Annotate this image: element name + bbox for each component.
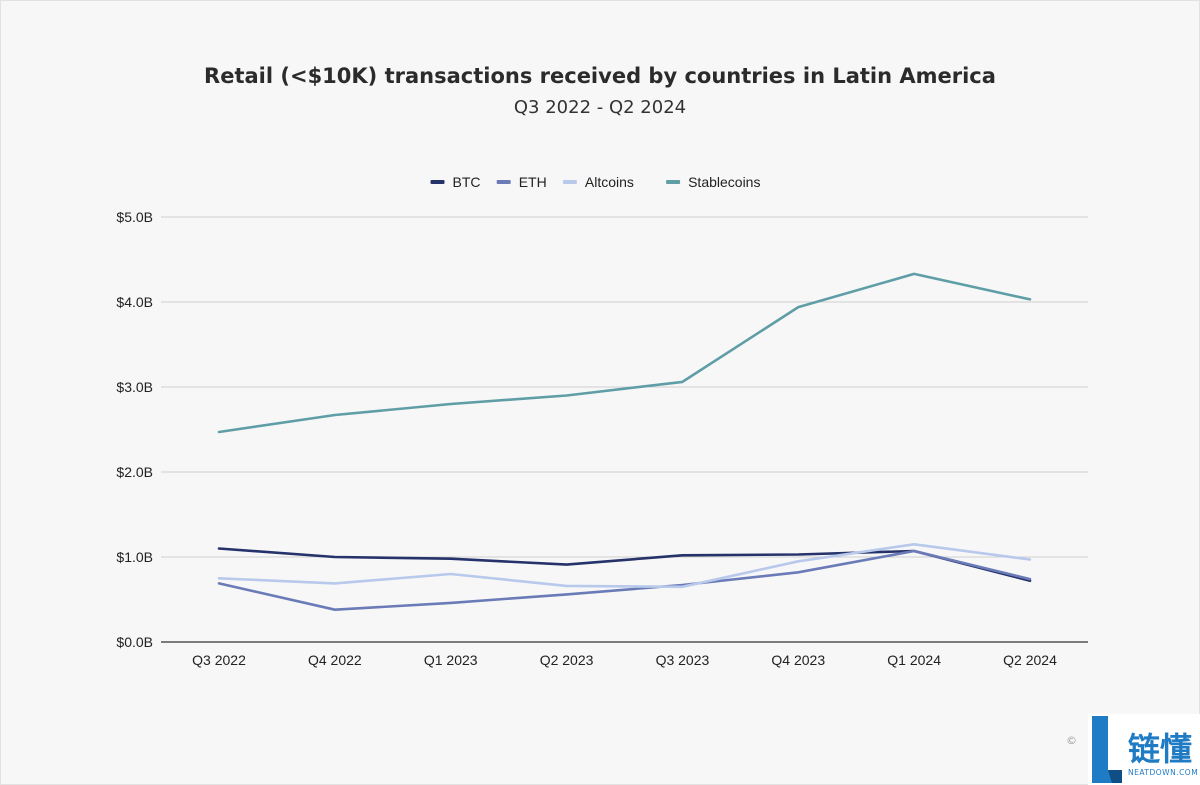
legend-label: ETH (519, 174, 547, 190)
y-axis-ticks: $0.0B $1.0B $2.0B $3.0B $4.0B $5.0B (116, 209, 153, 650)
legend-swatch (666, 180, 681, 184)
x-axis-ticks: Q3 2022 Q4 2022 Q1 2023 Q2 2023 Q3 2023 Q4 20… (192, 652, 1057, 668)
x-tick-label: Q4 2022 (308, 652, 362, 668)
chart-subtitle: Q3 2022 - Q2 2024 (514, 97, 686, 118)
x-tick-label: Q1 2024 (887, 652, 941, 668)
chart-legend: BTC ETH Altcoins Stablecoins (430, 174, 760, 190)
x-tick-label: Q2 2023 (540, 652, 594, 668)
legend-label: Altcoins (585, 174, 634, 190)
legend-item-altcoins: Altcoins (562, 174, 634, 190)
legend-label: Stablecoins (688, 174, 760, 190)
x-tick-label: Q3 2023 (656, 652, 710, 668)
legend-swatch (562, 180, 577, 184)
legend-item-btc: BTC (430, 174, 481, 190)
logo-text: 链懂 (1128, 730, 1192, 768)
y-tick-label: $5.0B (116, 209, 153, 225)
series-lines (217, 272, 1032, 612)
series-line-stablecoins (217, 272, 1032, 434)
legend-item-eth: ETH (496, 174, 547, 190)
watermark: © 链懂 NEATDOWN.COM (1066, 714, 1200, 785)
y-tick-label: $0.0B (116, 634, 153, 650)
logo-subtext: NEATDOWN.COM (1128, 768, 1198, 777)
x-tick-label: Q1 2023 (424, 652, 478, 668)
legend-item-stablecoins: Stablecoins (666, 174, 760, 190)
legend-swatch (430, 180, 445, 184)
x-tick-label: Q4 2023 (771, 652, 825, 668)
series-line-eth (217, 549, 1032, 612)
legend-swatch (496, 180, 511, 184)
legend-label: BTC (453, 174, 481, 190)
y-tick-label: $2.0B (116, 464, 153, 480)
x-tick-label: Q3 2022 (192, 652, 246, 668)
x-tick-label: Q2 2024 (1003, 652, 1057, 668)
y-tick-label: $3.0B (116, 379, 153, 395)
chart-title: Retail (<$10K) transactions received by … (204, 64, 996, 88)
series-line-btc (217, 547, 1032, 583)
neatdown-logo: 链懂 NEATDOWN.COM (1088, 714, 1200, 785)
y-tick-label: $4.0B (116, 294, 153, 310)
series-line-altcoins (217, 542, 1032, 589)
copyright-symbol: © (1066, 734, 1077, 747)
y-tick-label: $1.0B (116, 549, 153, 565)
